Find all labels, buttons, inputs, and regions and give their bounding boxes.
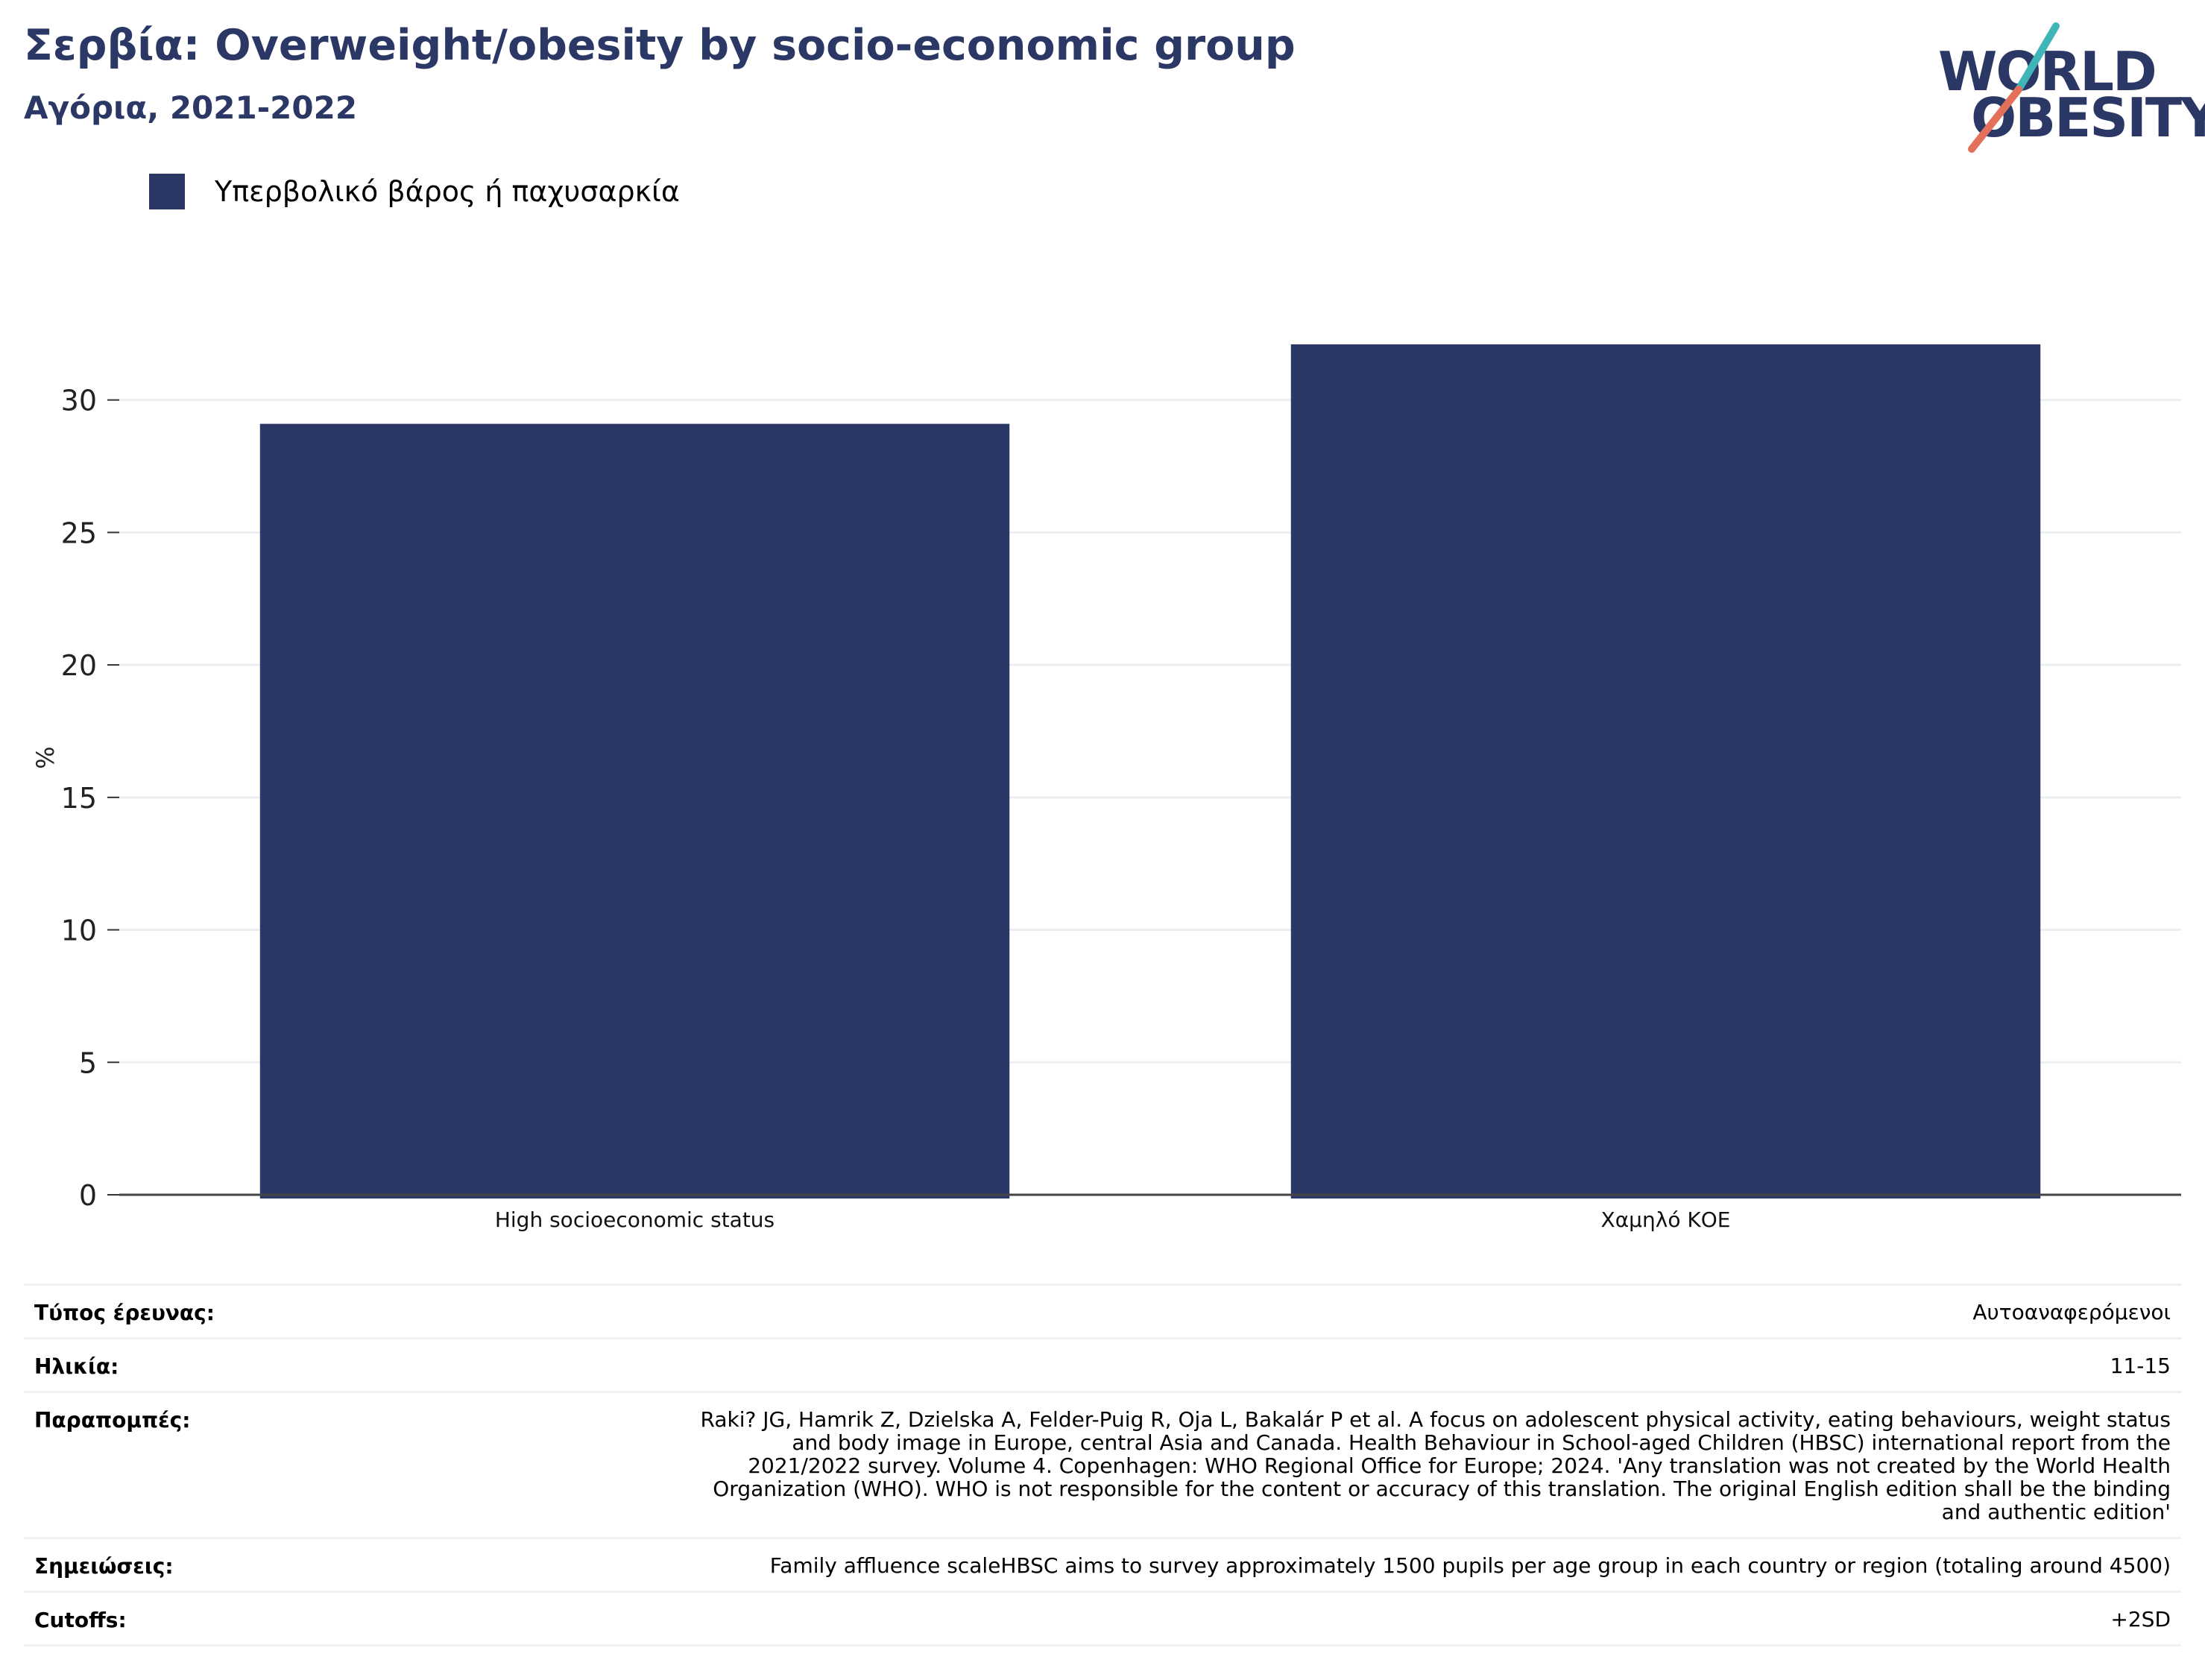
legend-label: Υπερβολικό βάρος ή παχυσαρκία <box>215 175 680 208</box>
logo-word-world: WORLD <box>1938 40 2157 103</box>
info-row-survey-type: Τύπος έρευνας: Αυτοαναφερόμενοι <box>24 1286 2181 1339</box>
reference-line: Organization (WHO). WHO is not responsib… <box>713 1477 2171 1501</box>
info-row-references: Παραπομπές: Raki? JG, Hamrik Z, Dzielska… <box>24 1393 2181 1539</box>
info-value: 11-15 <box>2110 1354 2171 1378</box>
y-tick-label: 0 <box>79 1179 97 1212</box>
reference-line: and authentic edition' <box>1941 1500 2171 1524</box>
legend: Υπερβολικό βάρος ή παχυσαρκία <box>149 173 680 210</box>
info-row-notes: Σημειώσεις: Family affluence scaleHBSC a… <box>24 1539 2181 1593</box>
info-label: Τύπος έρευνας: <box>34 1301 215 1325</box>
bar-chart: 0 5 10 15 20 25 30% High socioeconomic status Χα… <box>31 344 2181 1232</box>
info-value: Raki? JG, Hamrik Z, Dzielska A, Felder-P… <box>235 1408 2171 1523</box>
y-tick-label: 30 <box>61 385 97 417</box>
bar-2 <box>1290 344 2041 1199</box>
info-label: Ηλικία: <box>34 1354 119 1379</box>
info-table: Τύπος έρευνας: Αυτοαναφερόμενοι Ηλικία: … <box>24 1283 2181 1646</box>
bar-1 <box>259 423 1010 1199</box>
info-label: Παραπομπές: <box>34 1408 191 1433</box>
info-label: Σημειώσεις: <box>34 1554 174 1579</box>
info-value: Family affluence scaleHBSC aims to surve… <box>769 1553 2171 1578</box>
info-value: +2SD <box>2110 1607 2171 1632</box>
legend-swatch <box>149 174 185 209</box>
reference-line: Raki? JG, Hamrik Z, Dzielska A, Felder-P… <box>700 1407 2171 1432</box>
y-tick-label: 10 <box>61 915 97 947</box>
y-axis-label: % <box>31 746 60 768</box>
y-tick-label: 20 <box>61 649 97 682</box>
info-row-cutoffs: Cutoffs: +2SD <box>24 1593 2181 1646</box>
world-obesity-logo: WORLD OBESITY <box>1938 22 2205 157</box>
y-tick-label: 5 <box>79 1046 97 1079</box>
logo-slash-icon <box>1968 22 2060 153</box>
reference-line: 2021/2022 survey. Volume 4. Copenhagen: … <box>748 1453 2171 1478</box>
info-value: Αυτοαναφερόμενοι <box>1972 1300 2171 1324</box>
chart-title: Σερβία: Overweight/obesity by socio-econ… <box>24 21 1296 70</box>
info-label: Cutoffs: <box>34 1608 127 1632</box>
x-tick-label: Χαμηλό ΚΟΕ <box>1601 1207 1731 1232</box>
y-tick-label: 25 <box>61 517 97 549</box>
chart-subtitle: Αγόρια, 2021-2022 <box>24 89 358 126</box>
y-tick-label: 15 <box>61 782 97 815</box>
info-row-age: Ηλικία: 11-15 <box>24 1339 2181 1393</box>
x-tick-label: High socioeconomic status <box>495 1207 775 1232</box>
reference-line: and body image in Europe, central Asia a… <box>792 1430 2171 1455</box>
